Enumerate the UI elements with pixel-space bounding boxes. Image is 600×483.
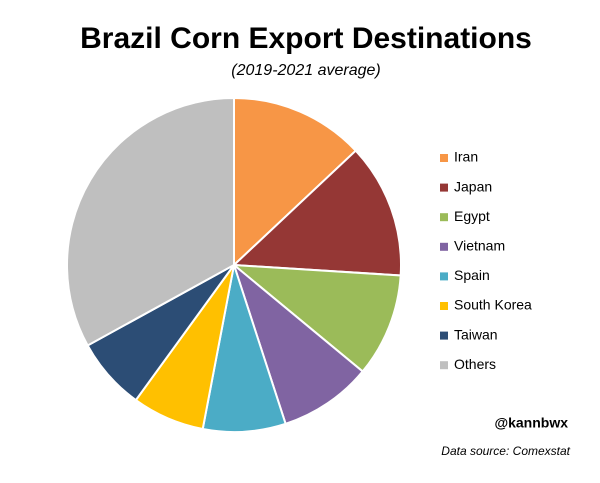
legend-label: Egypt — [454, 208, 490, 224]
source: Data source: Comexstat — [441, 444, 570, 458]
legend-label: South Korea — [454, 297, 532, 313]
legend-swatch — [440, 213, 448, 222]
pie-slice — [66, 96, 235, 347]
chart-title: Brazil Corn Export Destinations — [80, 22, 532, 55]
legend-swatch — [440, 154, 448, 162]
legend-swatch — [440, 361, 448, 370]
pie-slice — [231, 149, 402, 277]
credit: @kannbwx — [494, 415, 568, 431]
legend-swatch — [440, 242, 448, 251]
legend-label: Iran — [454, 149, 478, 165]
pie-slice — [231, 262, 365, 426]
legend-label: Spain — [454, 267, 490, 283]
legend-swatch — [440, 272, 448, 281]
legend-label: Others — [454, 356, 496, 372]
chart-subtitle: (2019-2021 average) — [231, 62, 380, 79]
pie-slice — [230, 263, 402, 373]
legend-swatch — [440, 331, 448, 340]
legend-label: Vietnam — [454, 238, 505, 254]
legend-swatch — [440, 183, 448, 192]
legend-label: Japan — [454, 178, 492, 194]
legend-label: Taiwan — [454, 326, 498, 342]
legend-swatch — [440, 302, 448, 310]
pie-slice — [233, 96, 358, 268]
